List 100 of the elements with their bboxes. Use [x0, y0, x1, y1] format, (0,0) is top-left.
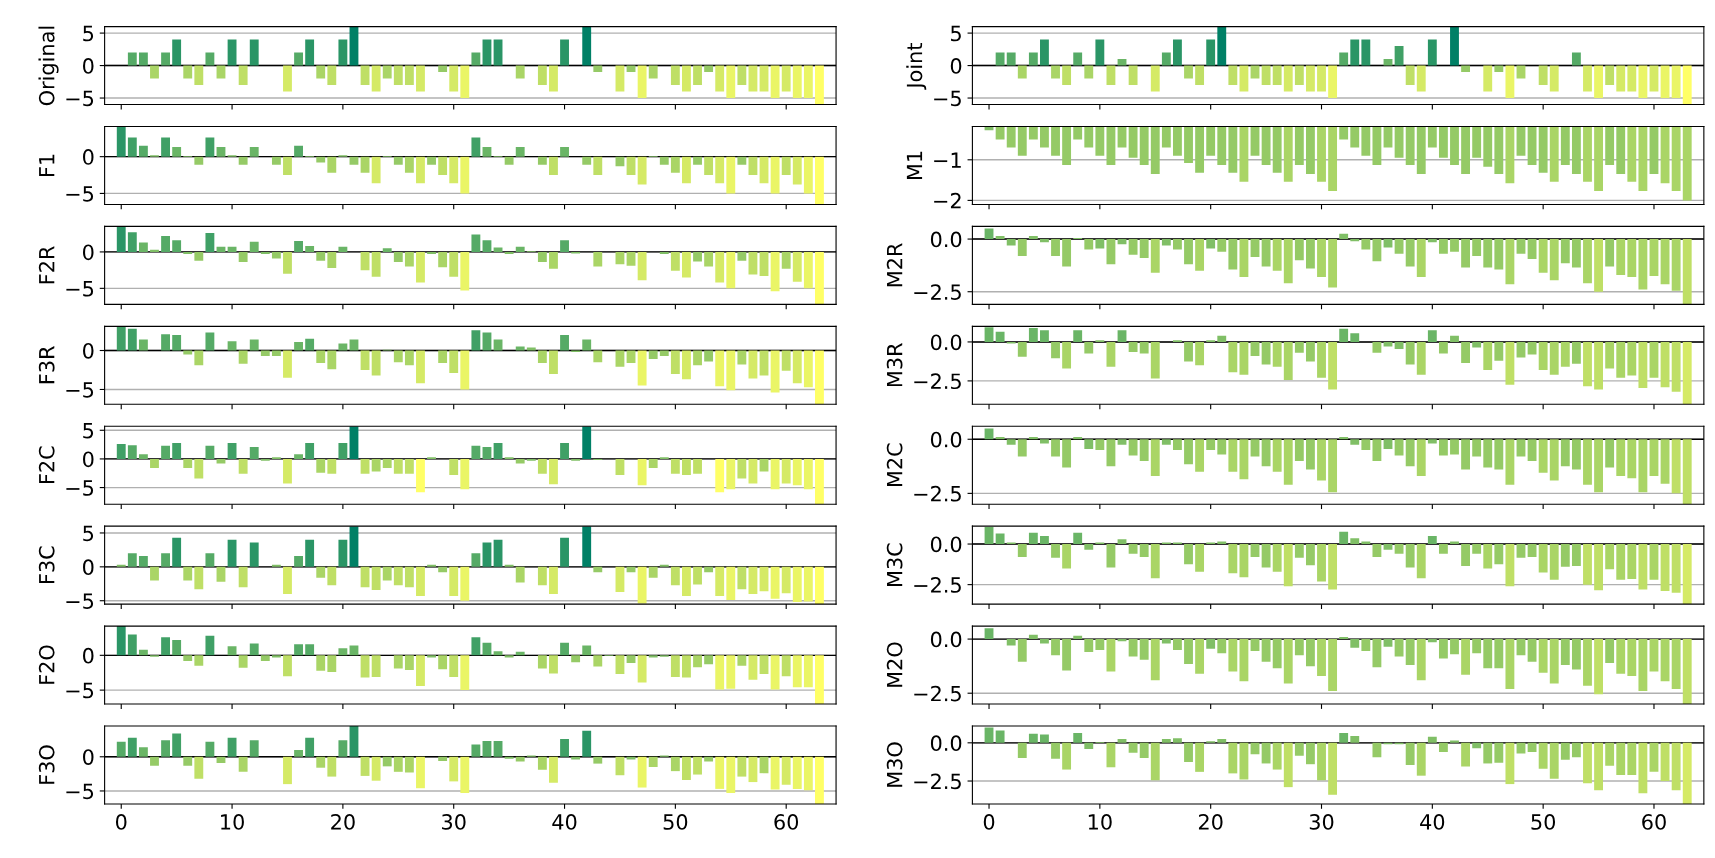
bar — [1084, 239, 1094, 250]
bar — [1350, 333, 1360, 342]
bar — [1195, 544, 1205, 572]
bar — [995, 533, 1005, 545]
y-tick-label: −5 — [66, 783, 94, 800]
bar — [416, 251, 425, 283]
bar — [460, 458, 470, 490]
bar — [1150, 544, 1160, 579]
bar — [493, 539, 503, 567]
y-tick-label: 5 — [83, 525, 94, 542]
y-tick-label: −2.5 — [914, 485, 961, 502]
bar — [404, 65, 414, 86]
bar — [637, 65, 647, 99]
y-axis-title: F3C — [38, 546, 55, 583]
bar — [1571, 639, 1581, 670]
bar — [770, 251, 780, 292]
bar — [1051, 639, 1060, 656]
bar — [737, 156, 747, 165]
bar — [781, 566, 791, 594]
bar — [1350, 439, 1360, 445]
bar — [1527, 341, 1537, 355]
y-axis-title: F2O — [38, 645, 55, 684]
bar — [1095, 239, 1105, 249]
bar — [815, 350, 824, 405]
bar — [327, 655, 337, 673]
x-tick-label: 30 — [442, 814, 466, 830]
bar — [393, 156, 403, 165]
y-axis-title: M2R — [886, 243, 903, 287]
bar — [670, 350, 680, 374]
bar — [1195, 65, 1205, 86]
bar — [737, 65, 747, 86]
bar — [127, 137, 137, 157]
bar — [1461, 65, 1471, 73]
bar — [1461, 742, 1471, 767]
bar — [183, 65, 193, 79]
bar — [1006, 52, 1016, 66]
bar — [670, 251, 680, 271]
bar — [482, 741, 492, 757]
bar — [1405, 439, 1415, 467]
bar — [338, 39, 348, 66]
bar — [460, 65, 470, 99]
bar — [460, 655, 470, 691]
bar — [1073, 437, 1083, 440]
bar — [1272, 341, 1282, 367]
bar — [194, 350, 204, 366]
bar — [1560, 439, 1570, 467]
x-tick-label: 60 — [774, 814, 799, 830]
bar — [759, 458, 769, 472]
bar — [438, 756, 448, 761]
bar — [1583, 439, 1592, 485]
bar — [1028, 733, 1038, 743]
bar — [670, 756, 680, 772]
y-tick-label: 0 — [950, 58, 962, 74]
x-tick-label: 50 — [663, 814, 688, 830]
bar — [1040, 39, 1049, 66]
bar — [1239, 742, 1249, 780]
bar — [1328, 65, 1338, 99]
bar — [1128, 65, 1138, 86]
bar — [194, 65, 204, 86]
y-tick-label: 5 — [951, 25, 961, 42]
bar — [1638, 65, 1648, 99]
bar — [1494, 544, 1504, 565]
bar — [471, 637, 481, 656]
bar — [682, 756, 691, 781]
bar — [294, 241, 303, 252]
bar — [1028, 532, 1038, 545]
bar — [704, 350, 714, 362]
bar — [615, 566, 625, 592]
bar — [305, 644, 315, 656]
bar — [238, 655, 248, 668]
bar — [371, 566, 381, 590]
bar — [227, 341, 237, 351]
bar — [792, 756, 802, 789]
bar — [194, 458, 204, 479]
bar — [1062, 544, 1072, 569]
bar — [116, 741, 126, 757]
bar — [283, 655, 292, 677]
bar — [1383, 544, 1393, 550]
bar — [338, 648, 348, 656]
bar — [1549, 439, 1559, 481]
bar — [316, 458, 326, 473]
bar — [781, 458, 791, 484]
bar — [1228, 239, 1238, 270]
bar — [1317, 742, 1326, 781]
bar — [593, 251, 603, 267]
bar — [416, 65, 425, 92]
x-tick-label: 60 — [1642, 814, 1666, 830]
y-axis-title: F2R — [38, 246, 55, 284]
bar — [449, 566, 459, 596]
bar — [1505, 639, 1515, 689]
bar — [582, 426, 592, 459]
bar — [1328, 742, 1338, 795]
y-tick-label: −5 — [66, 593, 94, 609]
bar — [1649, 65, 1659, 92]
bar — [183, 251, 193, 255]
bar — [515, 65, 525, 79]
bar — [1250, 341, 1260, 356]
bar — [1461, 544, 1471, 566]
bar — [216, 147, 226, 157]
bar — [1250, 639, 1260, 651]
